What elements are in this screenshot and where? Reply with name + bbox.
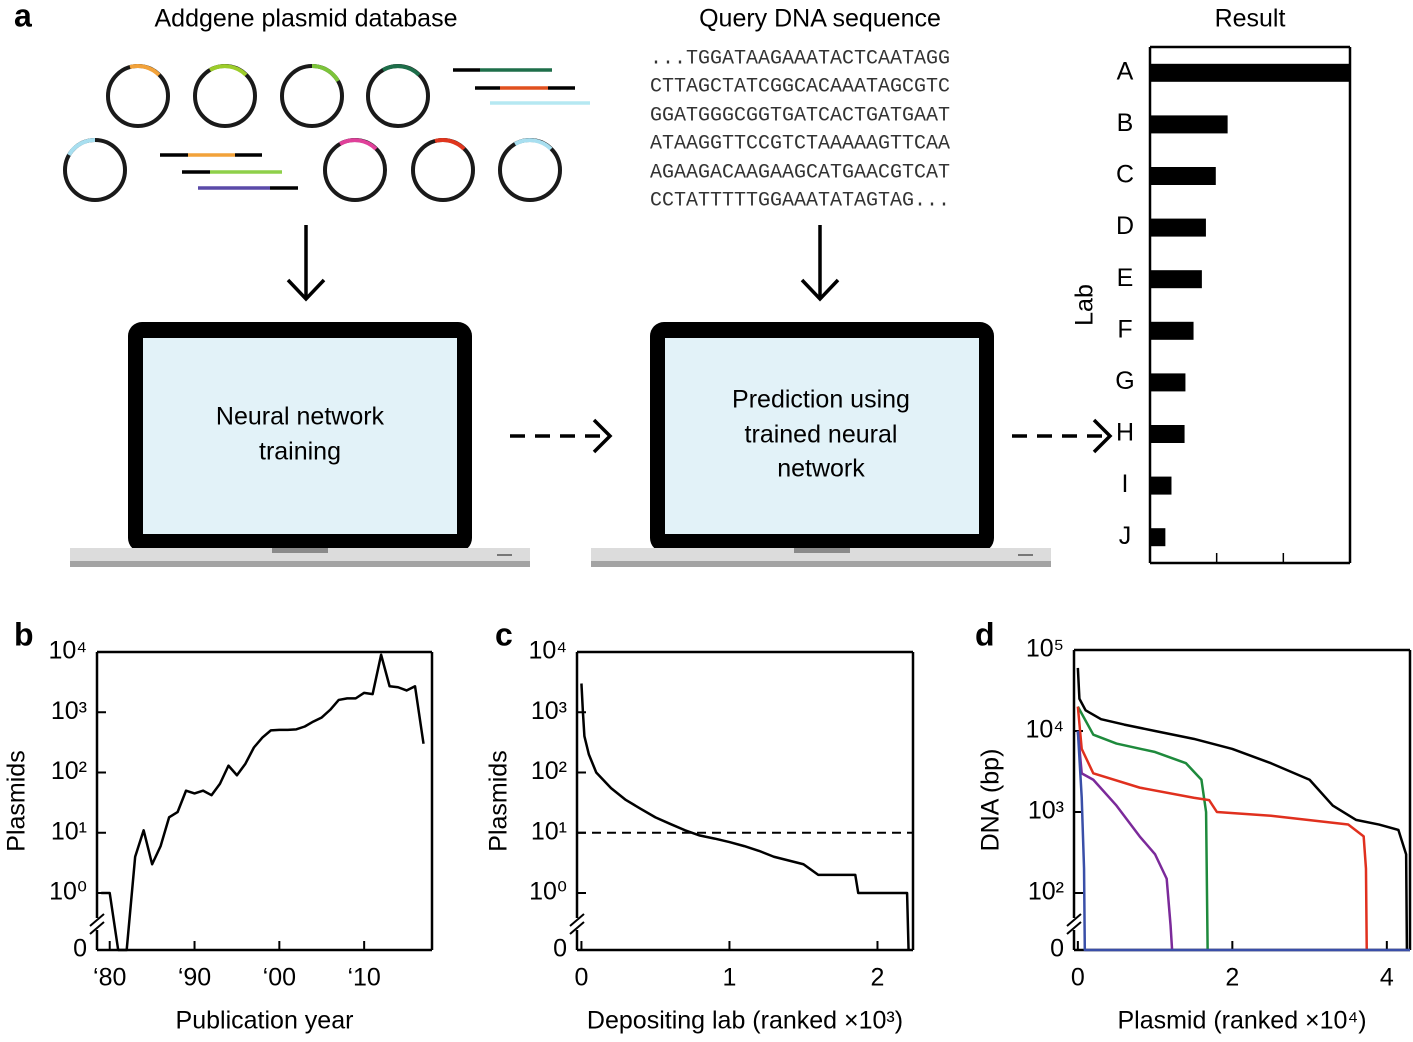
- x-tick-label: 2: [871, 964, 885, 992]
- x-tick-label: ‘80: [93, 964, 126, 992]
- y-tick-label: 0: [1050, 935, 1064, 963]
- laptop: Prediction using trained neural network: [591, 322, 1051, 567]
- panel-label: d: [975, 616, 995, 652]
- bar: [1150, 321, 1194, 340]
- y-tick-label: 0: [73, 935, 87, 963]
- laptop-label: network: [777, 455, 865, 483]
- category-label: F: [1117, 315, 1132, 343]
- y-tick-label: 10⁰: [529, 878, 567, 906]
- laptop-label: trained neural: [745, 421, 898, 449]
- y-tick-label: 10³: [531, 697, 567, 725]
- database-title: Addgene plasmid database: [154, 5, 457, 33]
- x-tick-label: ‘90: [178, 964, 211, 992]
- x-tick-label: ‘00: [263, 964, 296, 992]
- sequence-line: ATAAGGTTCCGTCTAAAAAGTTCAA: [650, 132, 950, 155]
- x-tick-label: 0: [1071, 964, 1085, 992]
- bar: [1150, 115, 1228, 134]
- x-tick-label: 1: [723, 964, 737, 992]
- x-axis-label: Plasmid (ranked ×10⁴): [1117, 1007, 1366, 1035]
- y-axis-label: Lab: [1071, 284, 1099, 326]
- axis-break: [1066, 913, 1082, 927]
- laptop-label: training: [259, 438, 341, 466]
- chart-title: Result: [1215, 5, 1286, 33]
- bar: [1150, 528, 1166, 547]
- arrows: [286, 225, 1113, 454]
- y-tick-label: 10²: [1028, 878, 1064, 906]
- y-tick-label: 10⁴: [1025, 716, 1064, 744]
- y-tick-label: 10³: [51, 697, 87, 725]
- data-line: [101, 653, 425, 952]
- y-tick-label: 10²: [531, 757, 567, 785]
- data-line: [580, 683, 910, 951]
- y-axis-label: DNA (bp): [977, 749, 1005, 852]
- y-tick-label: 0: [553, 935, 567, 963]
- data-line: [1076, 706, 1209, 951]
- panel-label: c: [495, 616, 513, 652]
- laptop-label: Neural network: [216, 403, 385, 431]
- axis-break: [569, 913, 585, 927]
- category-label: G: [1115, 367, 1134, 395]
- y-tick-label: 10⁵: [1026, 635, 1064, 663]
- y-tick-label: 10⁴: [528, 637, 567, 665]
- query-sequence: ...TGGATAAGAAATACTCAATAGG CTTAGCTATCGGCA…: [650, 47, 950, 212]
- category-label: E: [1117, 264, 1134, 292]
- query-title: Query DNA sequence: [699, 5, 941, 33]
- data-line: [1076, 706, 1368, 951]
- y-tick-label: 10⁰: [49, 878, 87, 906]
- category-label: C: [1116, 161, 1134, 189]
- bar: [1150, 425, 1185, 443]
- category-label: D: [1116, 212, 1134, 240]
- bar: [1150, 476, 1172, 495]
- bar: [1150, 373, 1186, 392]
- data-line: [1076, 667, 1409, 951]
- sequence-line: ...TGGATAAGAAATACTCAATAGG: [650, 47, 950, 70]
- axis-break: [1066, 921, 1082, 935]
- sequence-line: AGAAGACAAGAAGCATGAACGTCAT: [650, 161, 950, 184]
- bar: [1150, 270, 1202, 289]
- x-axis-label: Publication year: [176, 1007, 354, 1035]
- x-tick-label: ‘10: [347, 964, 380, 992]
- sequence-line: CCTATTTTTGGAAATATAGTAG...: [650, 189, 950, 212]
- category-label: A: [1117, 57, 1134, 85]
- y-tick-label: 10¹: [531, 817, 567, 845]
- x-tick-label: 2: [1225, 964, 1239, 992]
- category-label: H: [1116, 419, 1134, 447]
- x-tick-label: 0: [574, 964, 588, 992]
- bar: [1150, 63, 1350, 82]
- panel-label: b: [14, 616, 34, 652]
- data-line: [1076, 730, 1410, 952]
- laptop-label: Prediction using: [732, 386, 910, 414]
- axis-break: [569, 921, 585, 935]
- sequence-line: GGATGGGCGGTGATCACTGATGAAT: [650, 104, 950, 127]
- y-tick-label: 10²: [51, 757, 87, 785]
- category-label: J: [1119, 522, 1132, 550]
- sequence-line: CTTAGCTATCGGCACAAATAGCGTC: [650, 75, 950, 98]
- y-tick-label: 10⁴: [48, 637, 87, 665]
- category-label: I: [1122, 470, 1129, 498]
- x-axis-label: Depositing lab (ranked ×10³): [587, 1007, 903, 1035]
- laptop: Neural network training: [70, 322, 530, 567]
- bar: [1150, 218, 1206, 237]
- panel-label: a: [14, 0, 32, 33]
- axis-break: [89, 921, 105, 935]
- axis-break: [89, 913, 105, 927]
- plasmids: [63, 63, 590, 202]
- y-tick-label: 10³: [1028, 797, 1064, 825]
- data-line: [1076, 730, 1174, 951]
- y-axis-label: Plasmids: [3, 750, 31, 851]
- y-tick-label: 10¹: [51, 817, 87, 845]
- bar: [1150, 167, 1216, 185]
- x-tick-label: 4: [1380, 964, 1394, 992]
- y-axis-label: Plasmids: [485, 750, 513, 851]
- category-label: B: [1117, 109, 1134, 137]
